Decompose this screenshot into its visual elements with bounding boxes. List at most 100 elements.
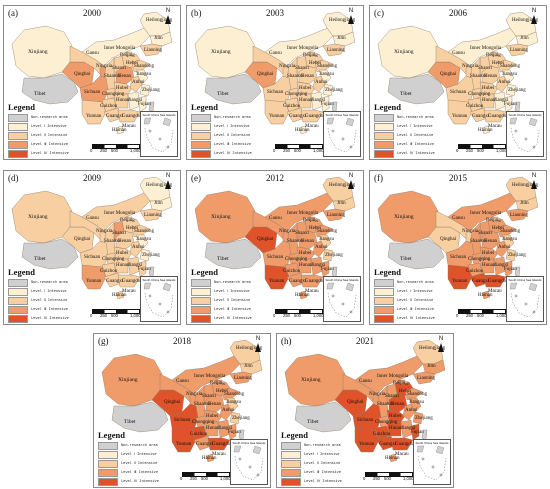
label-heilongjiang: Heilongjiang — [512, 18, 539, 23]
south-china-sea-inset: South China Sea Islands — [506, 276, 544, 322]
label-tibet: Tibet — [217, 91, 229, 97]
label-hebei: Hebei — [126, 226, 138, 231]
label-anhui: Anhui — [132, 245, 145, 250]
scale-tick: 500 — [111, 313, 118, 318]
label-sichuan: Sichuan — [84, 255, 101, 260]
legend-label: Non-research area — [214, 115, 251, 120]
label-jilin: Jilin — [337, 201, 346, 206]
legend-title: Legend — [374, 267, 401, 277]
legend-label: Level Ⅰ Intensive — [214, 125, 250, 129]
inset-island — [524, 302, 528, 306]
north-label: N — [438, 336, 444, 342]
label-guizhou: Guizhou — [373, 432, 391, 437]
label-yunnan: Yunnan — [269, 279, 285, 284]
panel-year: 2006 — [449, 8, 467, 18]
label-xinjiang: Xinjiang — [28, 214, 48, 220]
label-jiangxi: Jiangxi — [128, 263, 143, 268]
province-zhejiang — [505, 83, 517, 97]
inset-map — [143, 117, 174, 153]
label-hainan: Hainan — [202, 456, 217, 461]
label-henan: Henan — [118, 74, 132, 79]
label-innermongolia: Inner Mongolia — [104, 46, 136, 51]
legend-item: Level Ⅰ Intensive — [191, 287, 269, 296]
label-hainan: Hainan — [295, 293, 310, 298]
legend-title: Legend — [281, 430, 308, 440]
province-hainan — [115, 290, 125, 300]
label-guizhou: Guizhou — [466, 269, 484, 274]
panel-id: (h) — [281, 336, 292, 346]
label-shaanxi: Shaanxi — [377, 402, 394, 407]
label-henan: Henan — [208, 402, 222, 407]
province-liaoning — [322, 208, 346, 222]
scale-tick: 1,000 — [313, 148, 324, 153]
province-innermongolia — [264, 27, 334, 67]
label-qinghai: Qinghai — [164, 400, 181, 405]
legend: Legend Non-research area Level Ⅰ Intensive… — [8, 102, 86, 158]
inset-island — [431, 465, 435, 469]
nine-dash-line — [510, 127, 540, 153]
legend-label: Non-research area — [397, 280, 434, 285]
north-arrow-icon: N — [162, 8, 174, 26]
scale-tick: 0 — [90, 148, 93, 153]
province-guizhou — [467, 262, 483, 278]
inset-island — [233, 445, 242, 453]
province-hunan — [296, 258, 312, 274]
legend-item: Level Ⅱ Intensive — [374, 296, 452, 305]
scale-tick: 250 — [283, 148, 290, 153]
inset-island — [514, 129, 518, 133]
map-panel-2015: Xinjiang Tibet Qinghai Gansu Inner Mongolia H… — [369, 170, 547, 325]
legend-label: Level Ⅳ Intensive — [397, 152, 435, 156]
legend: Legend Non-research area Level Ⅰ Intensive… — [191, 102, 269, 158]
label-hainan: Hainan — [478, 293, 493, 298]
label-zhejiang: Zhejiang — [508, 253, 526, 258]
province-anhui — [129, 75, 143, 93]
province-zhejiang — [322, 248, 334, 262]
province-fujian — [503, 260, 513, 278]
label-hainan: Hainan — [112, 293, 127, 298]
arrow-up-icon — [531, 180, 537, 189]
nine-dash-line — [327, 292, 357, 318]
arrow-up-icon — [348, 15, 354, 24]
label-gansu: Gansu — [86, 216, 99, 221]
label-jilin: Jilin — [427, 364, 436, 369]
label-jilin: Jilin — [520, 36, 529, 41]
province-hubei — [479, 246, 499, 260]
label-hubei: Hubei — [482, 86, 495, 91]
legend-label: Level Ⅰ Intensive — [214, 290, 250, 294]
label-beijing: Beijing — [120, 53, 135, 58]
legend-swatch — [8, 131, 28, 140]
label-beijing: Beijing — [393, 381, 408, 386]
legend-item: Level Ⅲ Intensive — [374, 305, 452, 314]
label-qinghai: Qinghai — [74, 72, 91, 77]
label-guangdong: Guangdong — [488, 114, 512, 119]
legend-label: Level Ⅱ Intensive — [304, 462, 341, 466]
legend-label: Level Ⅲ Intensive — [397, 308, 434, 312]
scale-tick: 1,000 — [496, 313, 507, 318]
label-shanxi: Shanxi — [112, 66, 126, 71]
legend-swatch — [281, 468, 301, 477]
legend-item: Non-research area — [374, 113, 452, 122]
label-anhui: Anhui — [315, 80, 328, 85]
legend-item: Non-research area — [191, 113, 269, 122]
province-shandong — [497, 224, 517, 238]
scale-tick: 0 — [363, 476, 366, 481]
province-guizhou — [374, 425, 390, 441]
label-guizhou: Guizhou — [100, 104, 118, 109]
province-hunan — [296, 93, 312, 109]
legend-swatch — [374, 149, 394, 158]
panel-year: 2003 — [266, 8, 284, 18]
legend-swatch — [374, 287, 394, 296]
label-jiangxi: Jiangxi — [128, 98, 143, 103]
label-liaoning: Liaoning — [510, 213, 529, 218]
arrow-up-icon — [348, 180, 354, 189]
label-shandong: Shandong — [407, 392, 427, 397]
inset-island — [252, 445, 262, 455]
legend-label: Level Ⅱ Intensive — [214, 299, 251, 303]
china-map — [11, 11, 173, 135]
legend-item: Level Ⅱ Intensive — [8, 296, 86, 305]
province-hainan — [298, 125, 308, 135]
north-arrow-icon: N — [435, 336, 447, 354]
legend-swatch — [374, 131, 394, 140]
inset-map — [233, 445, 264, 481]
legend-label: Non-research area — [304, 443, 341, 448]
